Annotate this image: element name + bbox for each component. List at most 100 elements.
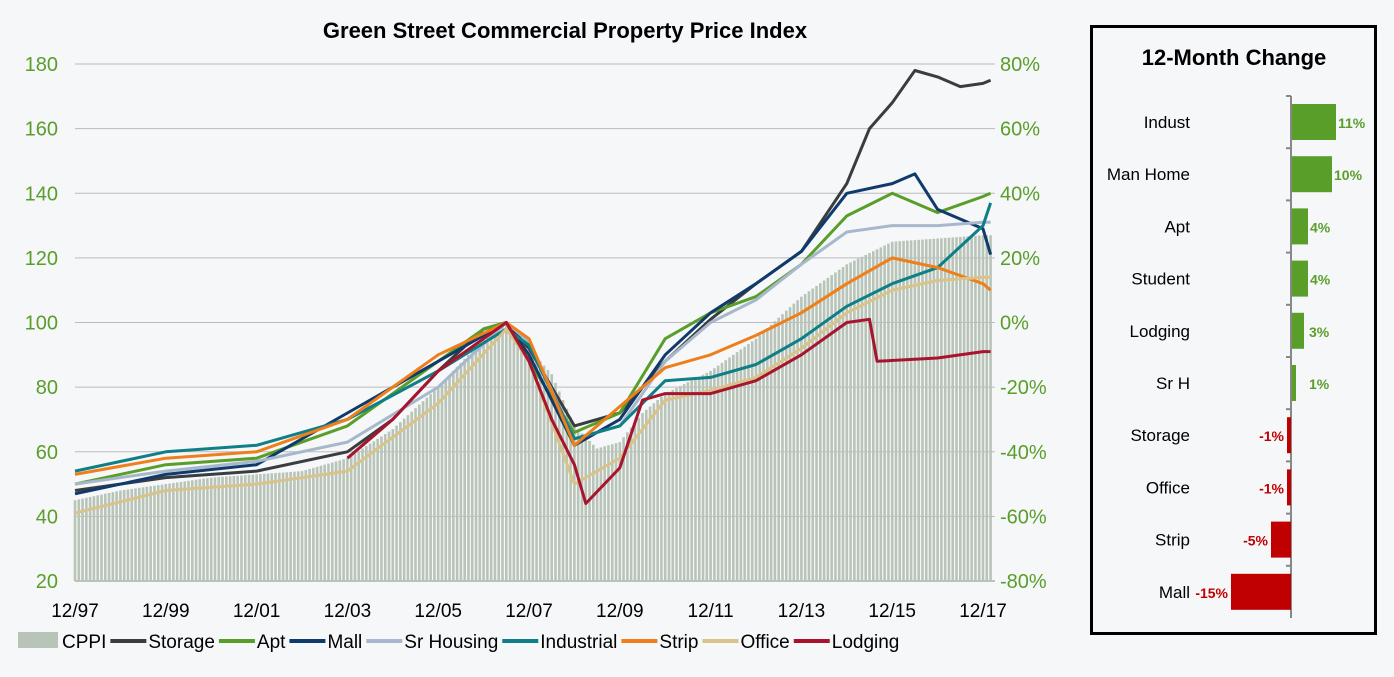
cppi-bar	[565, 408, 569, 581]
cppi-bar	[807, 291, 811, 581]
cppi-bar	[531, 352, 535, 581]
cppi-bar	[293, 471, 296, 581]
cppi-bar	[940, 238, 943, 581]
cppi-bar	[179, 481, 183, 581]
cppi-bar	[85, 497, 88, 581]
x-axis-tick: 12/11	[688, 601, 734, 622]
cppi-bar	[346, 458, 349, 581]
cppi-bar	[228, 476, 232, 581]
cppi-bar	[315, 466, 319, 581]
cppi-bar	[815, 285, 818, 581]
cppi-bar	[592, 444, 595, 581]
cppi-bar	[705, 372, 709, 581]
cppi-bar	[754, 338, 758, 581]
cppi-bar	[433, 390, 436, 581]
cppi-bar	[183, 481, 187, 581]
cppi-bar	[323, 464, 326, 581]
cppi-bar	[554, 382, 557, 581]
cppi-bar	[300, 471, 304, 581]
cppi-bar	[943, 237, 947, 581]
cppi-bar	[236, 475, 239, 581]
cppi-bar	[584, 437, 588, 581]
cppi-bar	[266, 473, 270, 581]
change-label: 10%	[1334, 167, 1363, 183]
cppi-bar	[607, 445, 610, 581]
cppi-bar	[569, 417, 572, 581]
change-bar	[1292, 156, 1332, 193]
cppi-bar	[622, 437, 625, 581]
cppi-bar	[580, 433, 584, 581]
cppi-bar	[255, 474, 258, 581]
cppi-bar	[974, 235, 977, 581]
cppi-bar	[232, 475, 236, 581]
cppi-bar	[134, 488, 137, 581]
cppi-bar	[463, 358, 466, 581]
cppi-bar	[357, 450, 361, 581]
cppi-bar	[864, 254, 868, 581]
cppi-bar	[887, 243, 890, 582]
legend-label: Office	[740, 632, 789, 653]
cppi-bar	[629, 427, 633, 581]
change-bar	[1287, 469, 1291, 506]
cppi-bar	[830, 275, 833, 581]
cppi-bar	[251, 474, 255, 581]
left-axis-tick: 20	[36, 571, 58, 593]
left-axis-tick: 40	[36, 506, 58, 528]
cppi-bar	[766, 328, 769, 581]
cppi-bar	[550, 374, 553, 581]
cppi-bar	[391, 429, 395, 581]
right-axis-tick: 40%	[1000, 183, 1040, 205]
x-axis-tick: 12/03	[324, 601, 372, 622]
cppi-bar	[728, 357, 731, 581]
cppi-bar	[319, 465, 323, 581]
cppi-bar	[868, 253, 871, 581]
x-axis-tick: 12/99	[142, 601, 190, 622]
cppi-bar	[644, 409, 648, 581]
x-axis-tick: 12/05	[414, 601, 462, 622]
cppi-bar	[440, 383, 444, 581]
cppi-bar	[837, 269, 841, 581]
cppi-bar	[243, 475, 247, 581]
cppi-bar	[455, 366, 459, 581]
category-label: Indust	[1144, 113, 1191, 132]
cppi-bar	[270, 473, 274, 581]
cppi-bar	[482, 338, 485, 581]
cppi-bar	[542, 365, 546, 581]
cppi-bar	[410, 411, 414, 581]
cppi-bar	[399, 422, 402, 581]
category-label: Office	[1146, 478, 1190, 497]
cppi-bar	[966, 236, 970, 582]
cppi-bar	[448, 375, 451, 581]
cppi-bar	[213, 477, 217, 581]
change-label: 1%	[1309, 376, 1330, 392]
cppi-bar	[342, 459, 345, 581]
cppi-bar	[675, 387, 678, 581]
cppi-bar	[202, 478, 205, 581]
legend-label: CPPI	[62, 632, 106, 653]
cppi-bar	[414, 408, 417, 581]
cppi-bar	[663, 393, 667, 581]
cppi-bar	[762, 331, 765, 581]
cppi-bar	[361, 448, 364, 581]
cppi-bar	[308, 468, 311, 581]
change-bar	[1292, 365, 1296, 401]
cppi-bar	[856, 258, 860, 581]
cppi-bar	[520, 339, 523, 581]
cppi-bar	[819, 283, 822, 581]
cppi-bar	[879, 247, 883, 581]
legend-label: Sr Housing	[404, 632, 498, 653]
right-axis-tick: -80%	[1000, 571, 1047, 593]
x-axis-tick: 12/15	[868, 601, 916, 622]
cppi-bar	[962, 236, 966, 581]
cppi-bar	[278, 472, 281, 581]
cppi-bar	[860, 256, 864, 581]
cppi-bar	[777, 317, 780, 581]
cppi-bar	[153, 485, 156, 581]
change-bar	[1231, 573, 1291, 610]
cppi-bar	[221, 476, 224, 581]
cppi-bar	[508, 326, 512, 581]
cppi-bar	[274, 473, 277, 581]
left-axis-tick: 160	[25, 119, 58, 141]
cppi-bar	[240, 475, 243, 581]
